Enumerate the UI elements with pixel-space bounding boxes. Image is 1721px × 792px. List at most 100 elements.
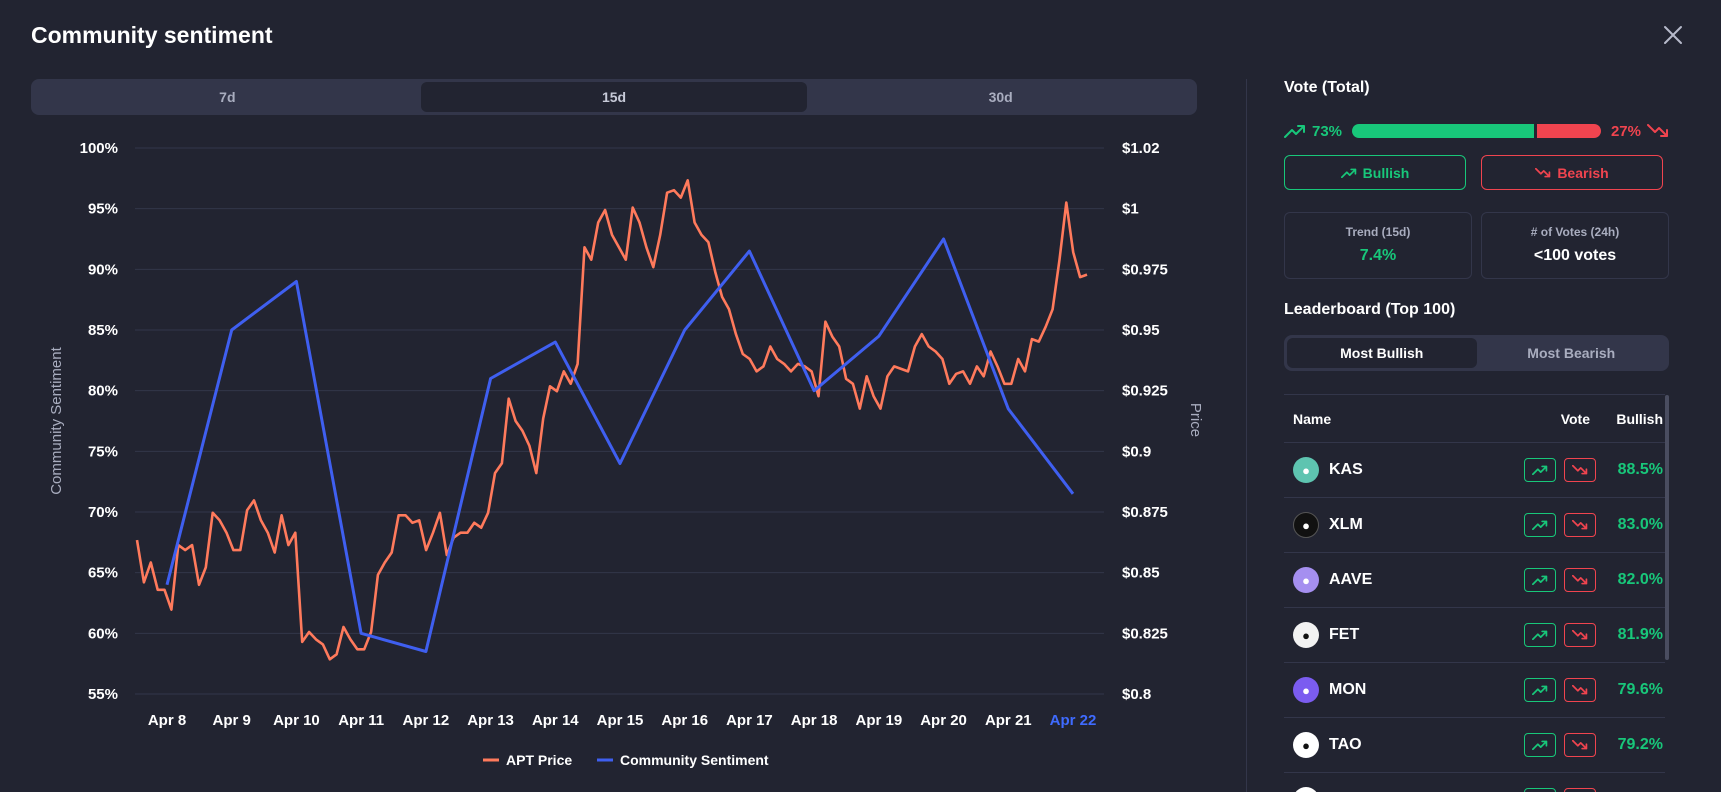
series-line-community-sentiment xyxy=(165,237,1075,653)
vote-bull-button[interactable] xyxy=(1524,458,1556,482)
coin-name-cell xyxy=(1284,787,1500,792)
coin-name-cell: ● FET xyxy=(1284,622,1500,648)
vote-cell xyxy=(1500,623,1596,647)
table-row[interactable]: ● AAVE 82.0% xyxy=(1284,553,1665,608)
table-row[interactable] xyxy=(1284,773,1665,792)
vote-bull-button[interactable] xyxy=(1524,568,1556,592)
bear-fill xyxy=(1536,124,1601,138)
vote-bear-button[interactable] xyxy=(1564,733,1596,757)
vote-bull-button[interactable] xyxy=(1524,513,1556,537)
tab-most-bearish[interactable]: Most Bearish xyxy=(1527,345,1616,361)
coin-symbol: MON xyxy=(1329,681,1367,698)
x-tick-label: Apr 13 xyxy=(467,712,514,729)
x-tick-label: Apr 11 xyxy=(338,712,384,729)
bullish-value: 79.2% xyxy=(1617,736,1663,753)
coin-name-cell: ● AAVE xyxy=(1284,567,1500,593)
x-tick-label: Apr 14 xyxy=(532,712,579,729)
table-row[interactable]: ● TAO 79.2% xyxy=(1284,718,1665,773)
coin-name-cell: ● TAO xyxy=(1284,732,1500,758)
bullish-value: 82.0% xyxy=(1617,571,1663,588)
panel-divider xyxy=(1246,79,1247,792)
tao-icon: ● xyxy=(1293,732,1319,758)
y-right-tick-label: $0.825 xyxy=(1122,625,1168,642)
x-tick-label: Apr 15 xyxy=(597,712,644,729)
x-tick-label: Apr 8 xyxy=(148,712,186,729)
table-scrollbar[interactable] xyxy=(1665,395,1669,660)
vote-cell xyxy=(1500,678,1596,702)
x-tick-label: Apr 17 xyxy=(726,712,773,729)
xlm-icon: ● xyxy=(1293,512,1319,538)
x-tick-label: Apr 22 xyxy=(1050,712,1097,729)
y-left-tick-label: 90% xyxy=(88,261,118,278)
trend-down-icon xyxy=(1572,630,1588,640)
table-row[interactable]: ● MON 79.6% xyxy=(1284,663,1665,718)
y-right-axis-label: Price xyxy=(1187,403,1204,437)
trend-down-icon xyxy=(1572,685,1588,695)
mon-icon: ● xyxy=(1293,677,1319,703)
x-tick-label: Apr 9 xyxy=(213,712,251,729)
table-row[interactable]: ● KAS 88.5% xyxy=(1284,443,1665,498)
tab-7d[interactable]: 7d xyxy=(219,89,236,105)
range-tabs: 7d 15d 30d xyxy=(31,79,1197,115)
legend-label-apt-price: APT Price xyxy=(506,752,572,768)
y-left-tick-label: 85% xyxy=(88,322,118,339)
y-right-tick-label: $0.8 xyxy=(1122,686,1151,703)
bullish-value: 88.5% xyxy=(1617,461,1663,478)
y-left-tick-label: 70% xyxy=(88,504,118,521)
vote-bear-button[interactable] xyxy=(1564,678,1596,702)
leaderboard-table: Name Vote Bullish ● KAS 88.5% ● XLM 83.0% ● AAV… xyxy=(1284,394,1665,792)
y-right-tick-label: $0.925 xyxy=(1122,383,1168,400)
vote-bull-button[interactable] xyxy=(1524,678,1556,702)
vote-bear-button[interactable] xyxy=(1564,458,1596,482)
vote-bar: 73% 27% xyxy=(1284,118,1669,144)
votes-label: # of Votes (24h) xyxy=(1530,225,1620,239)
tab-most-bullish[interactable]: Most Bullish xyxy=(1287,338,1477,368)
coin-symbol: XLM xyxy=(1329,516,1363,533)
trend-up-icon xyxy=(1284,125,1305,138)
trend-up-icon xyxy=(1532,465,1548,475)
trend-down-icon xyxy=(1572,465,1588,475)
vote-bear-button[interactable] xyxy=(1564,568,1596,592)
tab-30d[interactable]: 30d xyxy=(988,89,1013,105)
trend-down-icon xyxy=(1572,740,1588,750)
x-tick-label: Apr 18 xyxy=(791,712,838,729)
bearish-label: Bearish xyxy=(1557,164,1609,181)
legend-label-community-sentiment: Community Sentiment xyxy=(620,752,769,768)
vote-bear-button[interactable] xyxy=(1564,623,1596,647)
trend-up-icon xyxy=(1532,575,1548,585)
x-tick-label: Apr 19 xyxy=(856,712,903,729)
y-left-tick-label: 95% xyxy=(88,201,118,218)
bearish-button[interactable]: Bearish xyxy=(1481,155,1663,190)
x-tick-label: Apr 21 xyxy=(985,712,1032,729)
table-row[interactable]: ● XLM 83.0% xyxy=(1284,498,1665,553)
vote-bull-button[interactable] xyxy=(1524,788,1556,792)
trend-up-icon xyxy=(1532,740,1548,750)
vote-bull-button[interactable] xyxy=(1524,733,1556,757)
close-icon[interactable] xyxy=(1662,24,1684,46)
coin-symbol: FET xyxy=(1329,626,1360,643)
trend-up-icon xyxy=(1532,630,1548,640)
y-left-tick-label: 80% xyxy=(88,383,118,400)
trend-value: 7.4% xyxy=(1359,247,1397,264)
bullish-button[interactable]: Bullish xyxy=(1284,155,1466,190)
header-bullish: Bullish xyxy=(1616,410,1663,427)
vote-cell xyxy=(1500,568,1596,592)
vote-bear-button[interactable] xyxy=(1564,788,1596,792)
table-body: ● KAS 88.5% ● XLM 83.0% ● AAVE 82.0% ● FET 81.9% ● MO… xyxy=(1284,443,1665,792)
coin-name-cell: ● MON xyxy=(1284,677,1500,703)
vote-bull-button[interactable] xyxy=(1524,623,1556,647)
votes-value: <100 votes xyxy=(1533,247,1617,264)
vote-cell xyxy=(1500,733,1596,757)
y-right-tick-label: $1.02 xyxy=(1122,140,1160,157)
leaderboard-tabs: Most Bullish Most Bearish xyxy=(1284,335,1669,371)
bullish-value: 83.0% xyxy=(1617,516,1663,533)
table-row[interactable]: ● FET 81.9% xyxy=(1284,608,1665,663)
vote-bear-button[interactable] xyxy=(1564,513,1596,537)
y-left-tick-label: 75% xyxy=(88,443,118,460)
coin-icon xyxy=(1293,787,1319,792)
trend-down-icon xyxy=(1535,167,1551,177)
series-line-apt-price xyxy=(135,178,1088,661)
tab-15d[interactable]: 15d xyxy=(420,82,808,112)
y-left-tick-label: 60% xyxy=(88,625,118,642)
coin-symbol: AAVE xyxy=(1329,571,1373,588)
